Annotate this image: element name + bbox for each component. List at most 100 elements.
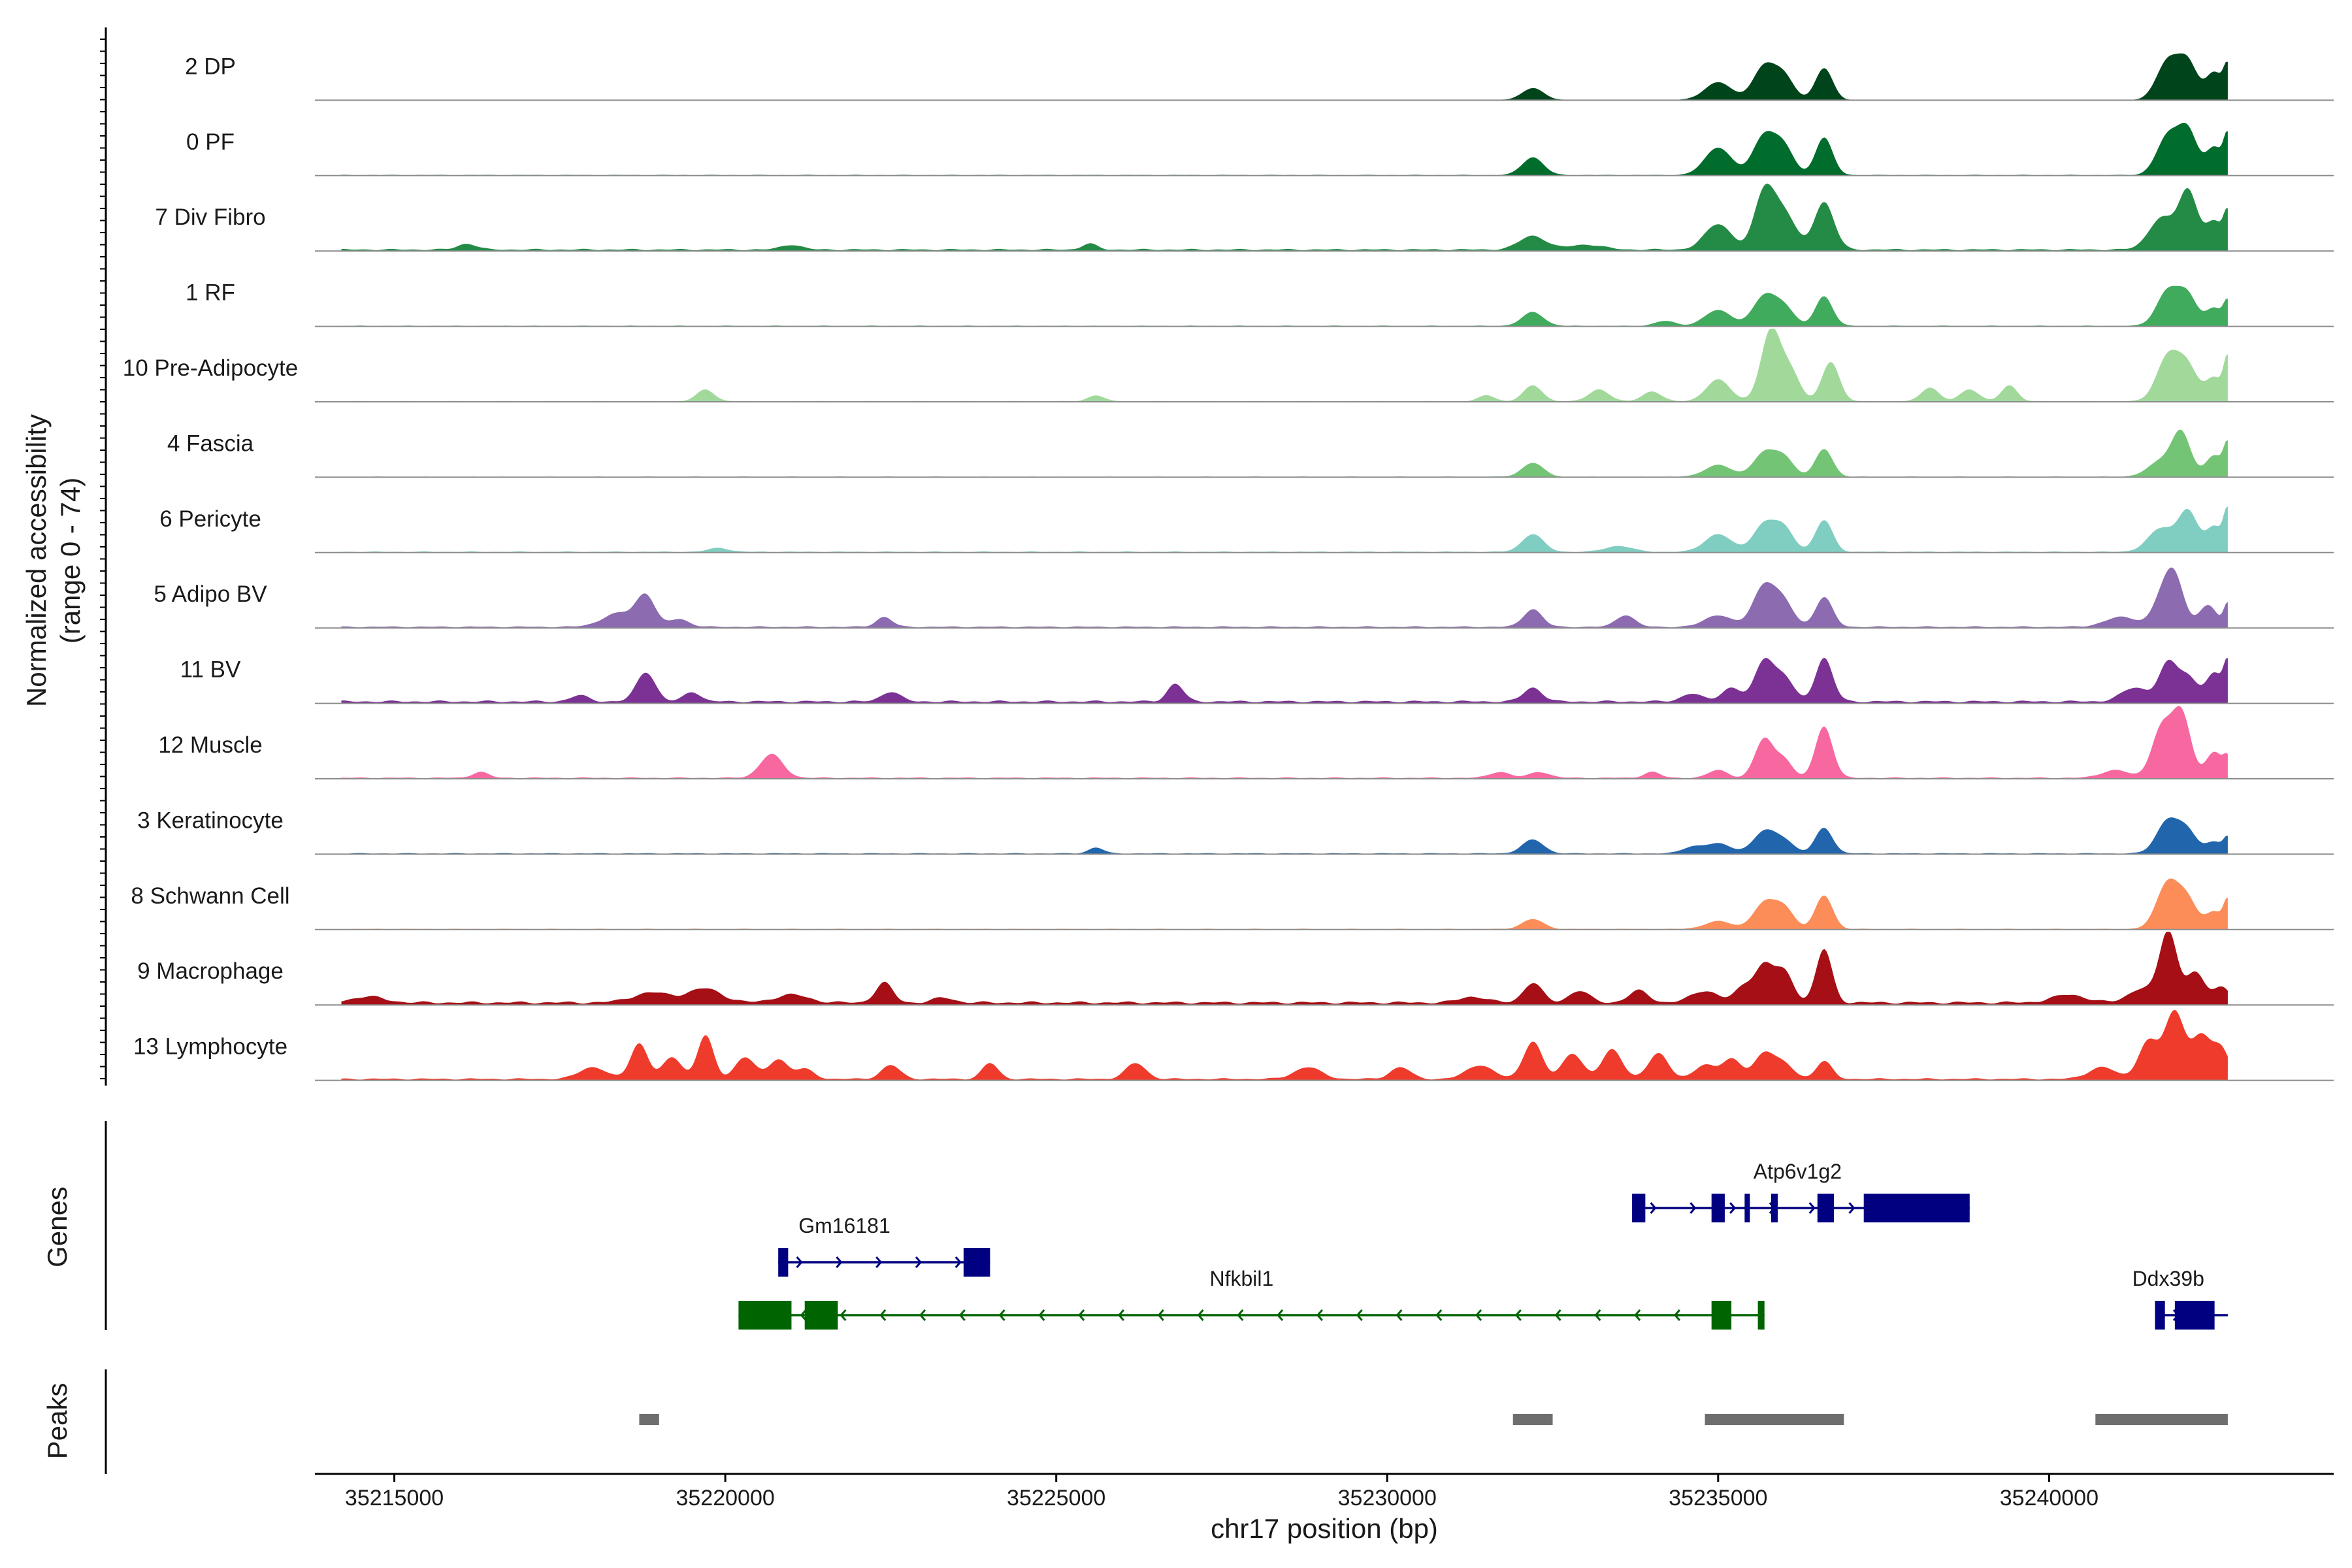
exon — [804, 1301, 838, 1330]
strand-arrow — [1078, 1309, 1085, 1321]
coverage-track-3 — [341, 286, 2228, 327]
track-label: 3 Keratinocyte — [137, 808, 284, 833]
gene-nfkbil1: Nfkbil1 — [738, 1267, 1765, 1330]
exon — [1711, 1301, 1732, 1330]
strand-arrow — [879, 1309, 887, 1321]
coverage-track-9 — [341, 706, 2228, 779]
exon — [2174, 1301, 2215, 1330]
peak-region-1 — [1512, 1414, 1553, 1425]
strand-arrow — [915, 1256, 922, 1268]
y-axis-range-label: (range 0 - 74) — [55, 478, 86, 644]
coverage-track-2 — [341, 184, 2228, 252]
track-label: 0 PF — [186, 129, 235, 155]
track-label: 9 Macrophage — [137, 958, 284, 984]
gene-atp6v1g2: Atp6v1g2 — [1632, 1160, 1970, 1222]
strand-arrow — [1197, 1309, 1204, 1321]
gene-label: Gm16181 — [798, 1214, 890, 1237]
gene-label: Nfkbil1 — [1209, 1267, 1273, 1290]
gene-label: Ddx39b — [2132, 1267, 2204, 1290]
strand-arrow — [919, 1309, 926, 1321]
peak-region-3 — [2095, 1414, 2228, 1425]
track-label: 6 Pericyte — [159, 506, 261, 532]
track-label: 12 Muscle — [158, 732, 263, 758]
track-label: 2 DP — [185, 54, 236, 79]
peak-regions — [639, 1414, 2228, 1425]
track-label: 8 Schwann Cell — [131, 883, 289, 909]
strand-arrow — [1690, 1202, 1697, 1214]
coverage-track-4 — [341, 329, 2228, 402]
exon — [1744, 1194, 1750, 1222]
coverage-track-8 — [341, 657, 2228, 704]
track-label: 1 RF — [186, 280, 235, 306]
track-label: 11 BV — [180, 657, 241, 683]
strand-arrow — [1396, 1309, 1403, 1321]
strand-arrow — [1475, 1309, 1482, 1321]
strand-arrow — [1650, 1202, 1657, 1214]
gene-ddx39b: Ddx39b — [2132, 1267, 2228, 1330]
track-label: 5 Adipo BV — [154, 581, 267, 607]
strand-arrow — [1038, 1309, 1045, 1321]
strand-arrow — [800, 1309, 807, 1321]
exon — [1757, 1301, 1765, 1330]
coverage-tracks: 2 DP 0 PF 7 Div Fibro 1 RF 10 Pre-Adipocyte 4… — [123, 53, 2334, 1081]
coverage-track-5 — [341, 429, 2228, 478]
y-axis-label: Normalized accessibility — [21, 414, 52, 707]
x-tick-label: 35225000 — [1007, 1486, 1105, 1511]
x-tick-label: 35230000 — [1338, 1486, 1437, 1511]
x-axis: 35215000 35220000 35225000 35230000 35235000… — [315, 1473, 2334, 1511]
peak-region-2 — [1705, 1414, 1844, 1425]
track-label: 4 Fascia — [167, 431, 254, 456]
coverage-track-13 — [341, 1009, 2228, 1081]
strand-arrow — [998, 1309, 1005, 1321]
peak-region-0 — [639, 1414, 659, 1425]
x-tick-label: 35240000 — [2000, 1486, 2099, 1511]
strand-arrow — [1848, 1202, 1855, 1214]
strand-arrow — [1594, 1309, 1601, 1321]
strand-arrow — [1673, 1309, 1681, 1321]
genes-panel-label: Genes — [42, 1186, 73, 1267]
exon — [738, 1301, 792, 1330]
exon — [1863, 1194, 1970, 1222]
strand-arrow — [1729, 1202, 1737, 1214]
x-axis-label: chr17 position (bp) — [1211, 1513, 1438, 1544]
coverage-track-10 — [341, 817, 2228, 855]
strand-arrow — [958, 1309, 966, 1321]
peaks-panel-label: Peaks — [42, 1383, 73, 1460]
strand-arrow — [1634, 1309, 1641, 1321]
strand-arrow — [836, 1256, 843, 1268]
x-tick-label: 35215000 — [345, 1486, 444, 1511]
strand-arrow — [955, 1256, 962, 1268]
gene-gm16181: Gm16181 — [778, 1214, 990, 1277]
exon — [1771, 1194, 1778, 1222]
strand-arrow — [840, 1309, 847, 1321]
gene-annotations: Gm16181 Nfkbil1 Atp6v1g2 Ddx39b — [738, 1160, 2228, 1330]
coverage-track-0 — [341, 53, 2228, 101]
strand-arrow — [1316, 1309, 1323, 1321]
gene-label: Atp6v1g2 — [1754, 1160, 1842, 1183]
strand-arrow — [1157, 1309, 1164, 1321]
strand-arrow — [1356, 1309, 1363, 1321]
x-tick-label: 35235000 — [1669, 1486, 1767, 1511]
exon — [2155, 1301, 2165, 1330]
track-label: 7 Div Fibro — [155, 204, 265, 230]
track-label: 10 Pre-Adipocyte — [123, 355, 298, 381]
coverage-track-6 — [341, 506, 2228, 553]
x-tick-label: 35220000 — [676, 1486, 774, 1511]
coverage-track-12 — [341, 932, 2228, 1005]
strand-arrow — [1117, 1309, 1125, 1321]
exon — [1632, 1194, 1646, 1222]
strand-arrow — [1514, 1309, 1522, 1321]
strand-arrow — [1554, 1309, 1561, 1321]
exon — [778, 1248, 789, 1277]
y-axis — [100, 27, 107, 1086]
exon — [963, 1248, 990, 1277]
strand-arrow — [1808, 1202, 1816, 1214]
strand-arrow — [1435, 1309, 1443, 1321]
coverage-track-7 — [341, 567, 2228, 629]
coverage-track-1 — [341, 122, 2228, 176]
exon — [1817, 1194, 1835, 1222]
strand-arrow — [796, 1256, 803, 1268]
strand-arrow — [875, 1256, 883, 1268]
exon — [1711, 1194, 1725, 1222]
